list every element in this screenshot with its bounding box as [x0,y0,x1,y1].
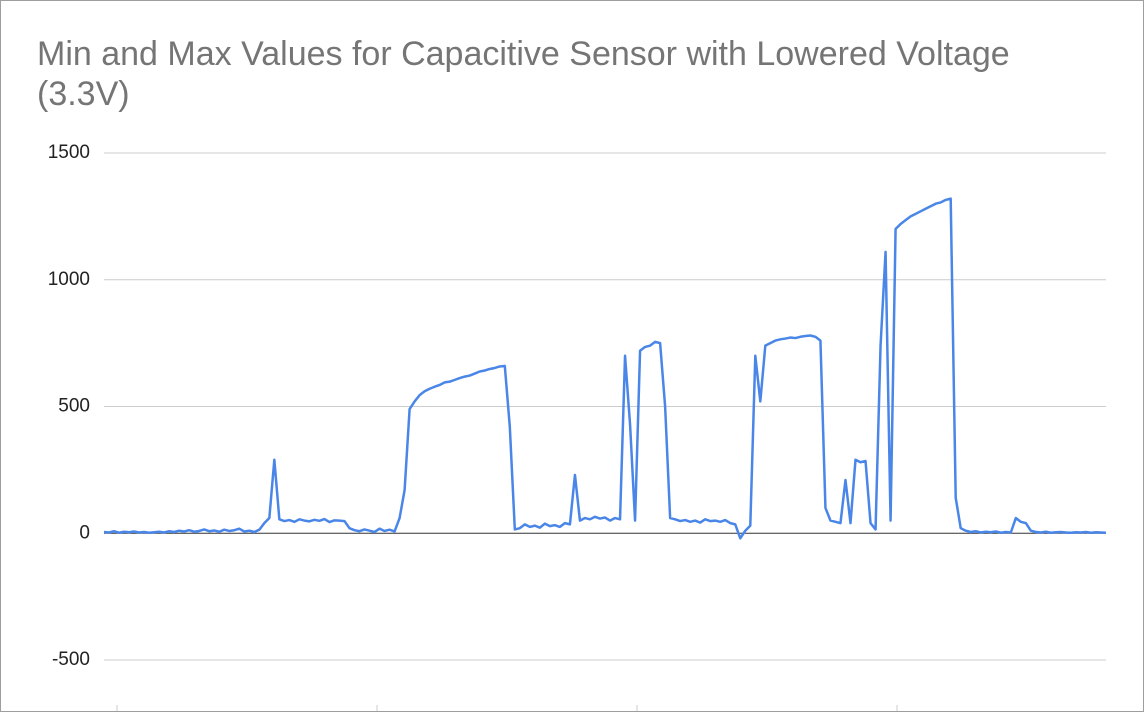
y-tick-label: 0 [79,522,90,543]
y-tick-label: 1500 [48,142,90,163]
y-tick-label: -500 [52,649,90,670]
y-tick-label: 500 [58,396,90,417]
y-tick-label: 1000 [48,269,90,290]
data-line [103,197,1107,540]
chart-title: Min and Max Values for Capacitive Sensor… [37,35,1010,113]
